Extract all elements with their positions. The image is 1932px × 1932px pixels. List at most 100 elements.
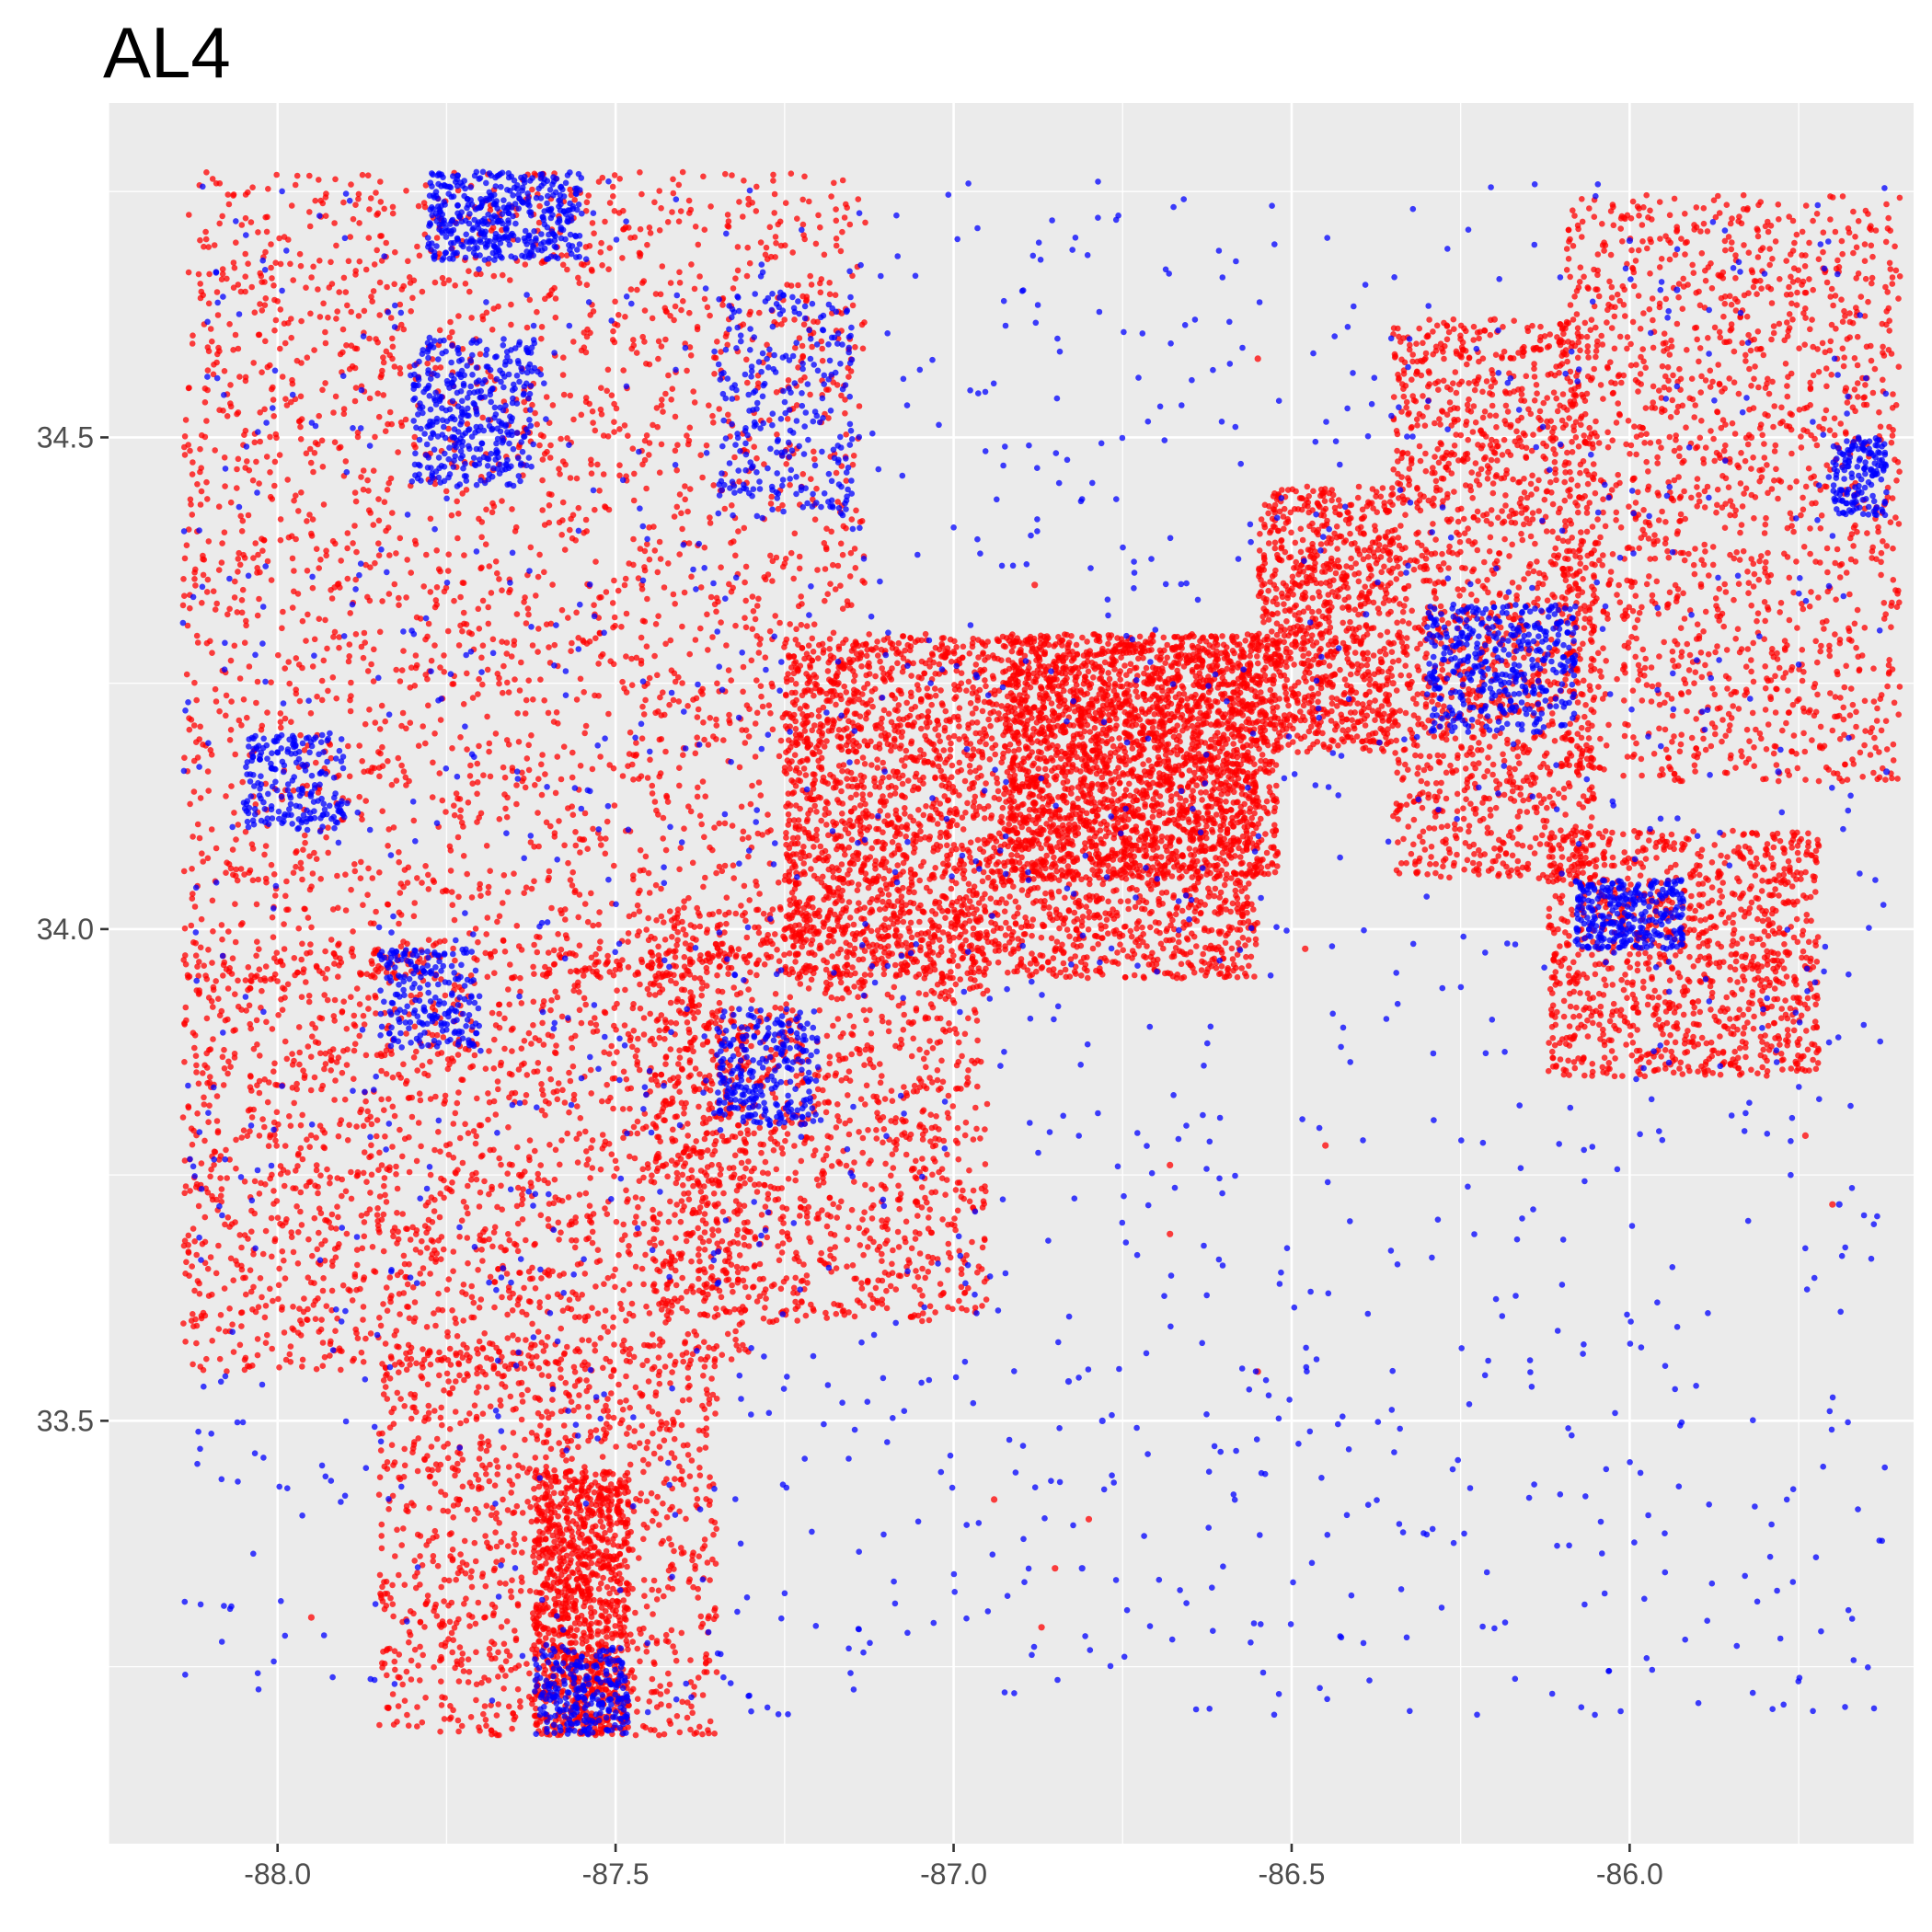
data-point [242,374,249,381]
data-point [502,1581,509,1587]
data-point [644,241,650,248]
data-point [485,883,492,891]
data-point [625,964,632,971]
data-point [396,849,402,856]
data-point [212,447,218,454]
data-point [639,1362,646,1369]
data-point [629,445,637,453]
data-point [585,1156,592,1163]
data-point [351,1047,358,1054]
data-point [590,968,596,975]
data-point [597,938,604,945]
data-point [599,1098,605,1105]
data-point [769,684,776,690]
data-point [610,328,616,335]
data-point [825,832,832,839]
data-point [351,397,359,405]
data-point [272,316,280,324]
data-point [524,1386,531,1394]
data-point [274,1214,282,1221]
data-point [473,270,480,278]
data-point [448,889,455,895]
data-point [807,272,813,280]
data-point [475,691,481,697]
data-point [386,1375,394,1382]
data-point [399,1681,407,1688]
data-point [366,395,374,402]
data-point [470,1128,477,1134]
data-point [398,722,405,730]
data-point [261,977,269,984]
data-point [262,295,270,302]
data-point [729,502,735,509]
data-point [486,748,492,755]
data-point [238,1006,245,1013]
data-point [221,454,228,461]
data-point [855,196,862,202]
data-point [800,232,807,238]
data-point [373,966,379,973]
data-point [288,719,294,725]
data-point [718,564,724,570]
data-point [447,847,454,854]
data-point [414,1067,421,1074]
data-point [704,611,710,618]
data-point [209,650,215,656]
data-point [497,1062,504,1069]
data-point [659,397,665,403]
data-point [412,652,420,659]
data-point [806,198,812,205]
data-point [450,1248,457,1255]
data-point [324,1166,330,1173]
data-point [531,971,537,977]
data-point [632,972,638,978]
data-point [742,917,749,924]
data-point [220,408,226,414]
data-point [353,1247,361,1253]
data-point [394,1185,401,1192]
data-point [489,1009,496,1017]
data-point [717,1171,724,1178]
data-point [637,846,644,854]
data-point [210,588,217,594]
data-point [518,947,525,953]
data-point [454,834,462,841]
data-point [238,528,246,535]
data-point [558,1013,566,1020]
data-point [277,345,283,352]
data-point [398,1542,406,1548]
data-point [641,307,649,314]
data-point [213,1093,221,1099]
data-point [370,467,377,474]
data-point [635,575,642,581]
data-point [728,1356,735,1363]
data-point [488,227,495,234]
data-point [799,221,807,228]
data-point [413,1227,420,1234]
data-point [499,1294,505,1301]
data-point [627,1404,633,1411]
data-point [612,1157,619,1165]
data-point [239,920,246,926]
data-point [500,689,506,696]
data-point [298,956,305,963]
data-point [209,897,216,904]
data-point [397,535,404,542]
data-point [589,1305,595,1311]
data-point [299,617,306,625]
data-point [195,1080,202,1087]
data-point [237,1309,245,1317]
data-point [239,778,247,786]
data-point [330,409,337,416]
data-point [753,878,759,885]
data-point [523,1661,530,1667]
data-point [356,1001,363,1007]
data-point [509,1162,515,1168]
data-point [609,337,616,343]
data-point [394,1271,401,1279]
data-point [201,1137,208,1144]
data-point [396,594,402,602]
data-point [508,653,515,660]
data-point [309,1033,316,1040]
data-point [639,617,647,625]
